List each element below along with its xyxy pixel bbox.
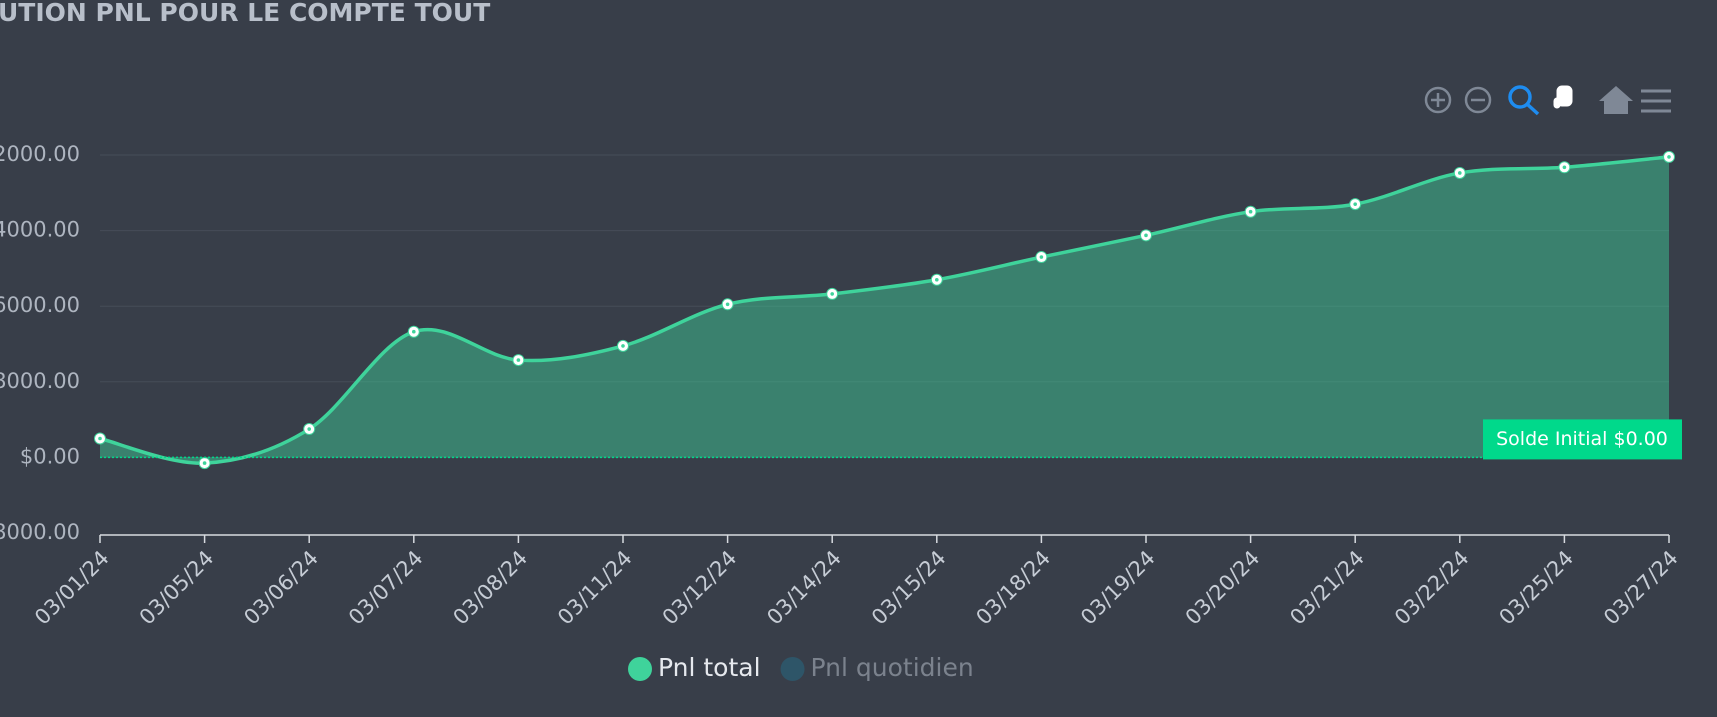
point-center: [1667, 155, 1671, 159]
x-tick-label: 03/19/24: [1076, 546, 1160, 630]
point-center: [621, 344, 625, 348]
point-center: [935, 277, 939, 282]
y-tick-label: $24000.00: [0, 218, 80, 242]
x-tick-label: 03/21/24: [1285, 546, 1369, 630]
point-center: [1353, 202, 1357, 206]
annotation-box: [1483, 419, 1682, 460]
annotation-label: Solde Initial $0.00: [1496, 428, 1668, 450]
point-center: [1039, 255, 1044, 259]
y-tick-label: $16000.00: [0, 293, 80, 317]
area: [100, 156, 1669, 464]
point-center: [98, 436, 102, 441]
x-tick-label: 03/25/24: [1495, 546, 1579, 630]
zoom-in[interactable]: [1424, 86, 1452, 114]
point-center: [202, 461, 207, 465]
legend-marker: [780, 657, 805, 681]
zoom-select[interactable]: [1508, 85, 1540, 116]
point-center: [412, 329, 416, 334]
x-tick-label: 03/06/24: [239, 546, 323, 630]
point-center: [1248, 209, 1253, 214]
legend-marker: [628, 657, 652, 681]
pan[interactable]: [1553, 85, 1573, 109]
x-tick-label: 03/07/24: [344, 546, 428, 630]
y-tick-label: $0.00: [20, 444, 80, 468]
point-center: [830, 292, 834, 296]
point-center: [725, 302, 730, 307]
y-tick-label: $32000.00: [0, 142, 80, 166]
legend-label: Pnl quotidien: [811, 653, 974, 682]
x-tick-label: 03/22/24: [1390, 546, 1474, 630]
line: [99, 155, 1670, 465]
point-center: [1458, 171, 1462, 175]
home[interactable]: [1599, 86, 1633, 114]
x-tick-label: 03/05/24: [135, 546, 219, 630]
x-tick-label: 03/15/24: [867, 546, 951, 630]
zoom-out[interactable]: [1464, 86, 1492, 114]
chart-title: UTION PNL POUR LE COMPTE TOUT: [0, 0, 490, 27]
x-tick-label: 03/01/24: [30, 546, 114, 630]
x-tick-label: 03/14/24: [762, 546, 846, 630]
x-tick-label: 03/18/24: [972, 546, 1056, 630]
point-center: [516, 358, 521, 362]
legend-item[interactable]: Pnl total: [628, 653, 761, 682]
legend-item[interactable]: Pnl quotidien: [780, 653, 974, 682]
x-tick-label: 03/11/24: [553, 546, 637, 630]
x-tick-label: 03/27/24: [1599, 546, 1683, 630]
point-center: [1144, 233, 1148, 238]
x-tick-label: 03/12/24: [658, 546, 742, 630]
x-tick-label: 03/20/24: [1181, 546, 1265, 630]
y-tick-label: -$8000.00: [0, 520, 80, 544]
legend-label: Pnl total: [658, 653, 761, 682]
y-tick-label: $8000.00: [0, 369, 80, 393]
x-tick-label: 03/08/24: [449, 546, 533, 630]
toolbar[interactable]: [1424, 85, 1671, 116]
menu[interactable]: [1641, 89, 1671, 113]
point-center: [1562, 165, 1567, 170]
point-center: [307, 427, 312, 431]
